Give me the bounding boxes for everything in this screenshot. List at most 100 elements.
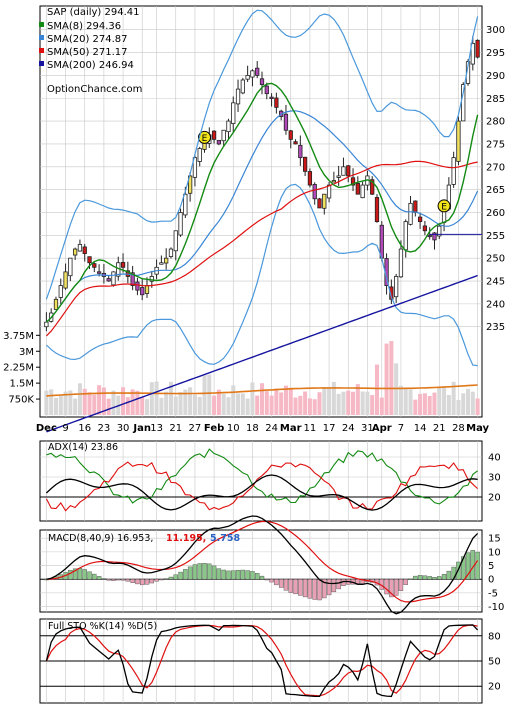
candle-body <box>408 202 413 225</box>
sma50-line <box>45 160 478 337</box>
candle-body <box>240 79 245 94</box>
legend-entry: SMA(200) 246.94 <box>47 60 134 71</box>
candle-body <box>106 278 111 282</box>
candle-body <box>475 39 480 58</box>
macd-histogram-bar <box>259 575 265 580</box>
candle-body <box>456 120 461 162</box>
macd-histogram-bar <box>432 577 437 580</box>
candle-body <box>159 262 164 265</box>
volume-bar <box>77 383 82 415</box>
candle-body <box>53 298 59 310</box>
macd-histogram-bar <box>461 556 466 580</box>
candle-body <box>288 130 293 140</box>
legend-swatch <box>39 22 44 27</box>
macd-histogram-bar <box>269 579 274 583</box>
volume-average-line <box>46 384 478 397</box>
sma200-line <box>46 274 478 433</box>
candle-body <box>350 177 356 186</box>
macd-histogram-bar <box>360 579 365 584</box>
macd-histogram-bar <box>192 564 198 580</box>
volume-bar <box>355 384 360 415</box>
macd-histogram-bar <box>235 569 241 580</box>
candle-body <box>144 285 150 294</box>
candle-body <box>259 78 265 85</box>
price-tick-label: 255 <box>486 231 505 242</box>
macd-histogram-bar <box>163 578 169 580</box>
macd-histogram-bar <box>207 563 212 580</box>
macd-histogram-bar <box>322 579 327 599</box>
volume-bar <box>283 385 288 415</box>
macd-histogram-bar <box>154 579 159 582</box>
volume-bar <box>312 399 317 415</box>
macd-histogram-bar <box>427 576 432 580</box>
candle-body <box>168 248 174 257</box>
price-tick-label: 260 <box>486 208 505 219</box>
volume-bar <box>226 397 231 415</box>
volume-bar <box>106 398 111 415</box>
x-tick-label: Feb <box>204 423 224 434</box>
candle-body <box>63 271 68 289</box>
macd-histogram-bar <box>130 579 135 583</box>
sub-tick-label: 40 <box>488 453 501 464</box>
volume-bar <box>437 387 442 415</box>
macd-histogram-bar <box>178 571 183 580</box>
candle-body <box>216 139 222 145</box>
macd-histogram-bar <box>283 579 289 591</box>
volume-bar <box>240 393 245 415</box>
sub-tick-label: 30 <box>488 473 501 484</box>
volume-bar <box>164 391 169 415</box>
candle-body <box>470 43 475 65</box>
candle-body <box>197 148 202 162</box>
macd-histogram-bar <box>211 565 217 580</box>
x-tick-label: Apr <box>372 423 392 434</box>
macd-histogram-bar <box>240 569 246 580</box>
sub-tick-label: 20 <box>488 493 501 504</box>
earnings-marker-label: E <box>202 134 208 144</box>
candle-body <box>283 113 289 131</box>
candle-body <box>68 257 73 277</box>
volume-bar <box>135 390 140 415</box>
macd-histogram-bar <box>140 579 145 586</box>
volume-bar <box>327 387 332 415</box>
price-tick-label: 275 <box>486 139 505 150</box>
earnings-marker <box>198 130 212 144</box>
macd-histogram-bar <box>441 574 447 580</box>
macd-histogram-bar <box>278 579 284 588</box>
candle-body <box>183 193 188 216</box>
candle-body <box>58 285 63 298</box>
candle-body <box>312 184 317 200</box>
x-tick-label: Mar <box>280 423 302 434</box>
volume-bar <box>202 374 207 415</box>
sto-title: Full STO %K(14) %D(5) <box>48 621 157 632</box>
x-tick-label: 14 <box>414 423 427 434</box>
volume-bar <box>140 396 145 415</box>
sub-tick-label: 10 <box>488 547 501 558</box>
candle-body <box>389 286 394 300</box>
macd-histogram-bar <box>250 571 255 580</box>
price-tick-label: 235 <box>486 322 505 333</box>
volume-bar <box>427 396 432 415</box>
candle-body <box>140 287 145 296</box>
candle-body <box>417 216 423 223</box>
candle-body <box>422 225 428 232</box>
volume-bar <box>87 392 92 415</box>
volume-bar <box>130 389 135 415</box>
volume-bar <box>461 393 466 415</box>
minus-di-line <box>45 461 478 512</box>
macd-histogram-bar <box>274 579 279 586</box>
volume-bar <box>231 385 236 415</box>
volume-bar <box>470 391 475 415</box>
macd-value: 11.195, <box>166 533 206 544</box>
x-tick-label: 23 <box>98 423 111 434</box>
volume-bar <box>422 393 427 415</box>
macd-signal-value: 5.758 <box>210 533 240 544</box>
candle-body <box>346 165 351 177</box>
chart-title: SAP (daily) 294.41 <box>47 7 140 18</box>
adx-line <box>45 474 478 511</box>
x-tick-label: 24 <box>265 423 278 434</box>
macd-histogram-bar <box>398 579 404 591</box>
price-tick-label: 265 <box>486 185 505 196</box>
macd-histogram-bar <box>422 575 428 580</box>
volume-bar <box>456 399 461 415</box>
volume-bar <box>413 399 418 415</box>
